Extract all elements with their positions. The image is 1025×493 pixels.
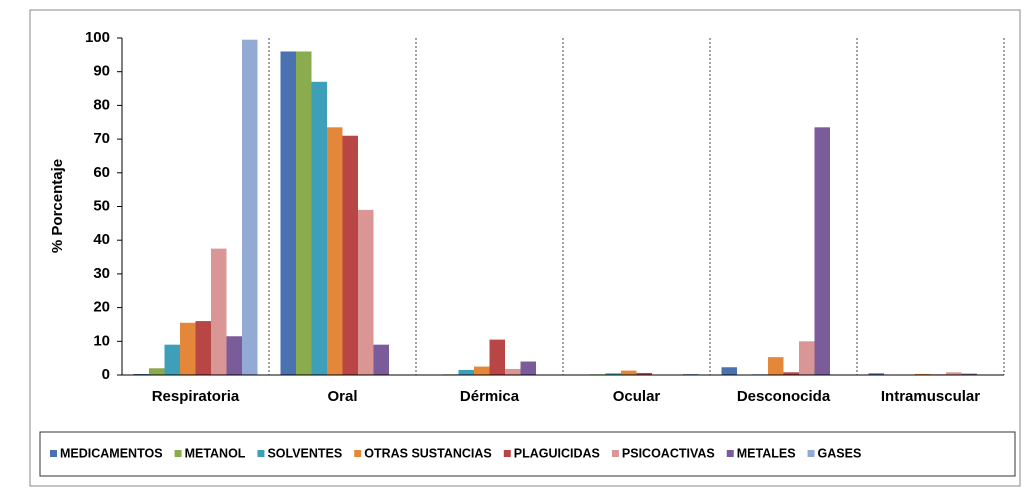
bar [342, 135, 358, 375]
bar [636, 372, 652, 375]
legend-swatch [257, 450, 265, 457]
y-tick-label: 100 [85, 29, 110, 46]
y-tick-label: 90 [93, 63, 110, 80]
legend-swatch [50, 450, 57, 457]
bar [474, 366, 490, 375]
y-tick-label: 10 [93, 332, 110, 349]
bar [768, 357, 784, 375]
y-axis-label: % Porcentaje [49, 159, 66, 253]
legend-label: METALES [737, 446, 796, 460]
x-tick-label: Ocular [613, 388, 661, 405]
bar [211, 248, 227, 375]
bar [683, 373, 699, 375]
bar [280, 51, 296, 375]
x-tick-label: Oral [327, 388, 357, 405]
legend-swatch [503, 450, 511, 457]
legend-box [39, 431, 1016, 477]
legend-label: OTRAS SUSTANCIAS [364, 446, 492, 460]
legend-swatch [354, 450, 362, 457]
bar [621, 370, 637, 375]
bar [605, 373, 621, 375]
bar [226, 336, 242, 375]
bar [783, 372, 799, 375]
bar [373, 344, 389, 375]
bar [946, 372, 962, 375]
bar [458, 369, 474, 375]
legend-label: METANOL [185, 446, 246, 460]
bar [180, 322, 196, 375]
bar [327, 127, 343, 376]
bar [133, 373, 149, 375]
bar [242, 39, 258, 376]
x-tick-label: Respiratoria [152, 388, 240, 405]
bar [149, 368, 165, 375]
bar [505, 368, 521, 375]
chart-border [29, 9, 1021, 487]
bar [868, 373, 884, 375]
legend-swatch [611, 450, 619, 457]
y-tick-label: 40 [93, 231, 110, 248]
y-tick-label: 70 [93, 130, 110, 147]
bar [358, 209, 374, 375]
legend-label: SOLVENTES [267, 446, 342, 460]
bar [195, 321, 211, 375]
bar [915, 373, 931, 375]
x-tick-label: Dérmica [460, 388, 520, 405]
bar [520, 361, 536, 375]
legend-label: PSICOACTIVAS [622, 446, 715, 460]
bar [721, 367, 737, 375]
legend-label: MEDICAMENTOS [60, 446, 163, 460]
bar [799, 341, 815, 375]
legend-label: PLAGUICIDAS [514, 446, 600, 460]
legend-swatch [807, 450, 815, 457]
y-tick-label: 50 [93, 197, 110, 214]
y-tick-label: 80 [93, 96, 110, 113]
bar [814, 127, 830, 376]
y-tick-label: 60 [93, 164, 110, 181]
y-tick-label: 0 [102, 366, 110, 383]
legend-label: GASES [818, 446, 862, 460]
bar [296, 51, 312, 375]
x-tick-label: Intramuscular [881, 388, 980, 405]
bar [961, 373, 977, 375]
y-tick-label: 20 [93, 299, 110, 316]
bar [311, 81, 327, 375]
bar [489, 339, 505, 375]
legend-swatch [174, 450, 182, 457]
bar [164, 344, 180, 375]
x-tick-label: Desconocida [737, 388, 831, 405]
y-tick-label: 30 [93, 265, 110, 282]
legend-swatch [726, 450, 734, 457]
